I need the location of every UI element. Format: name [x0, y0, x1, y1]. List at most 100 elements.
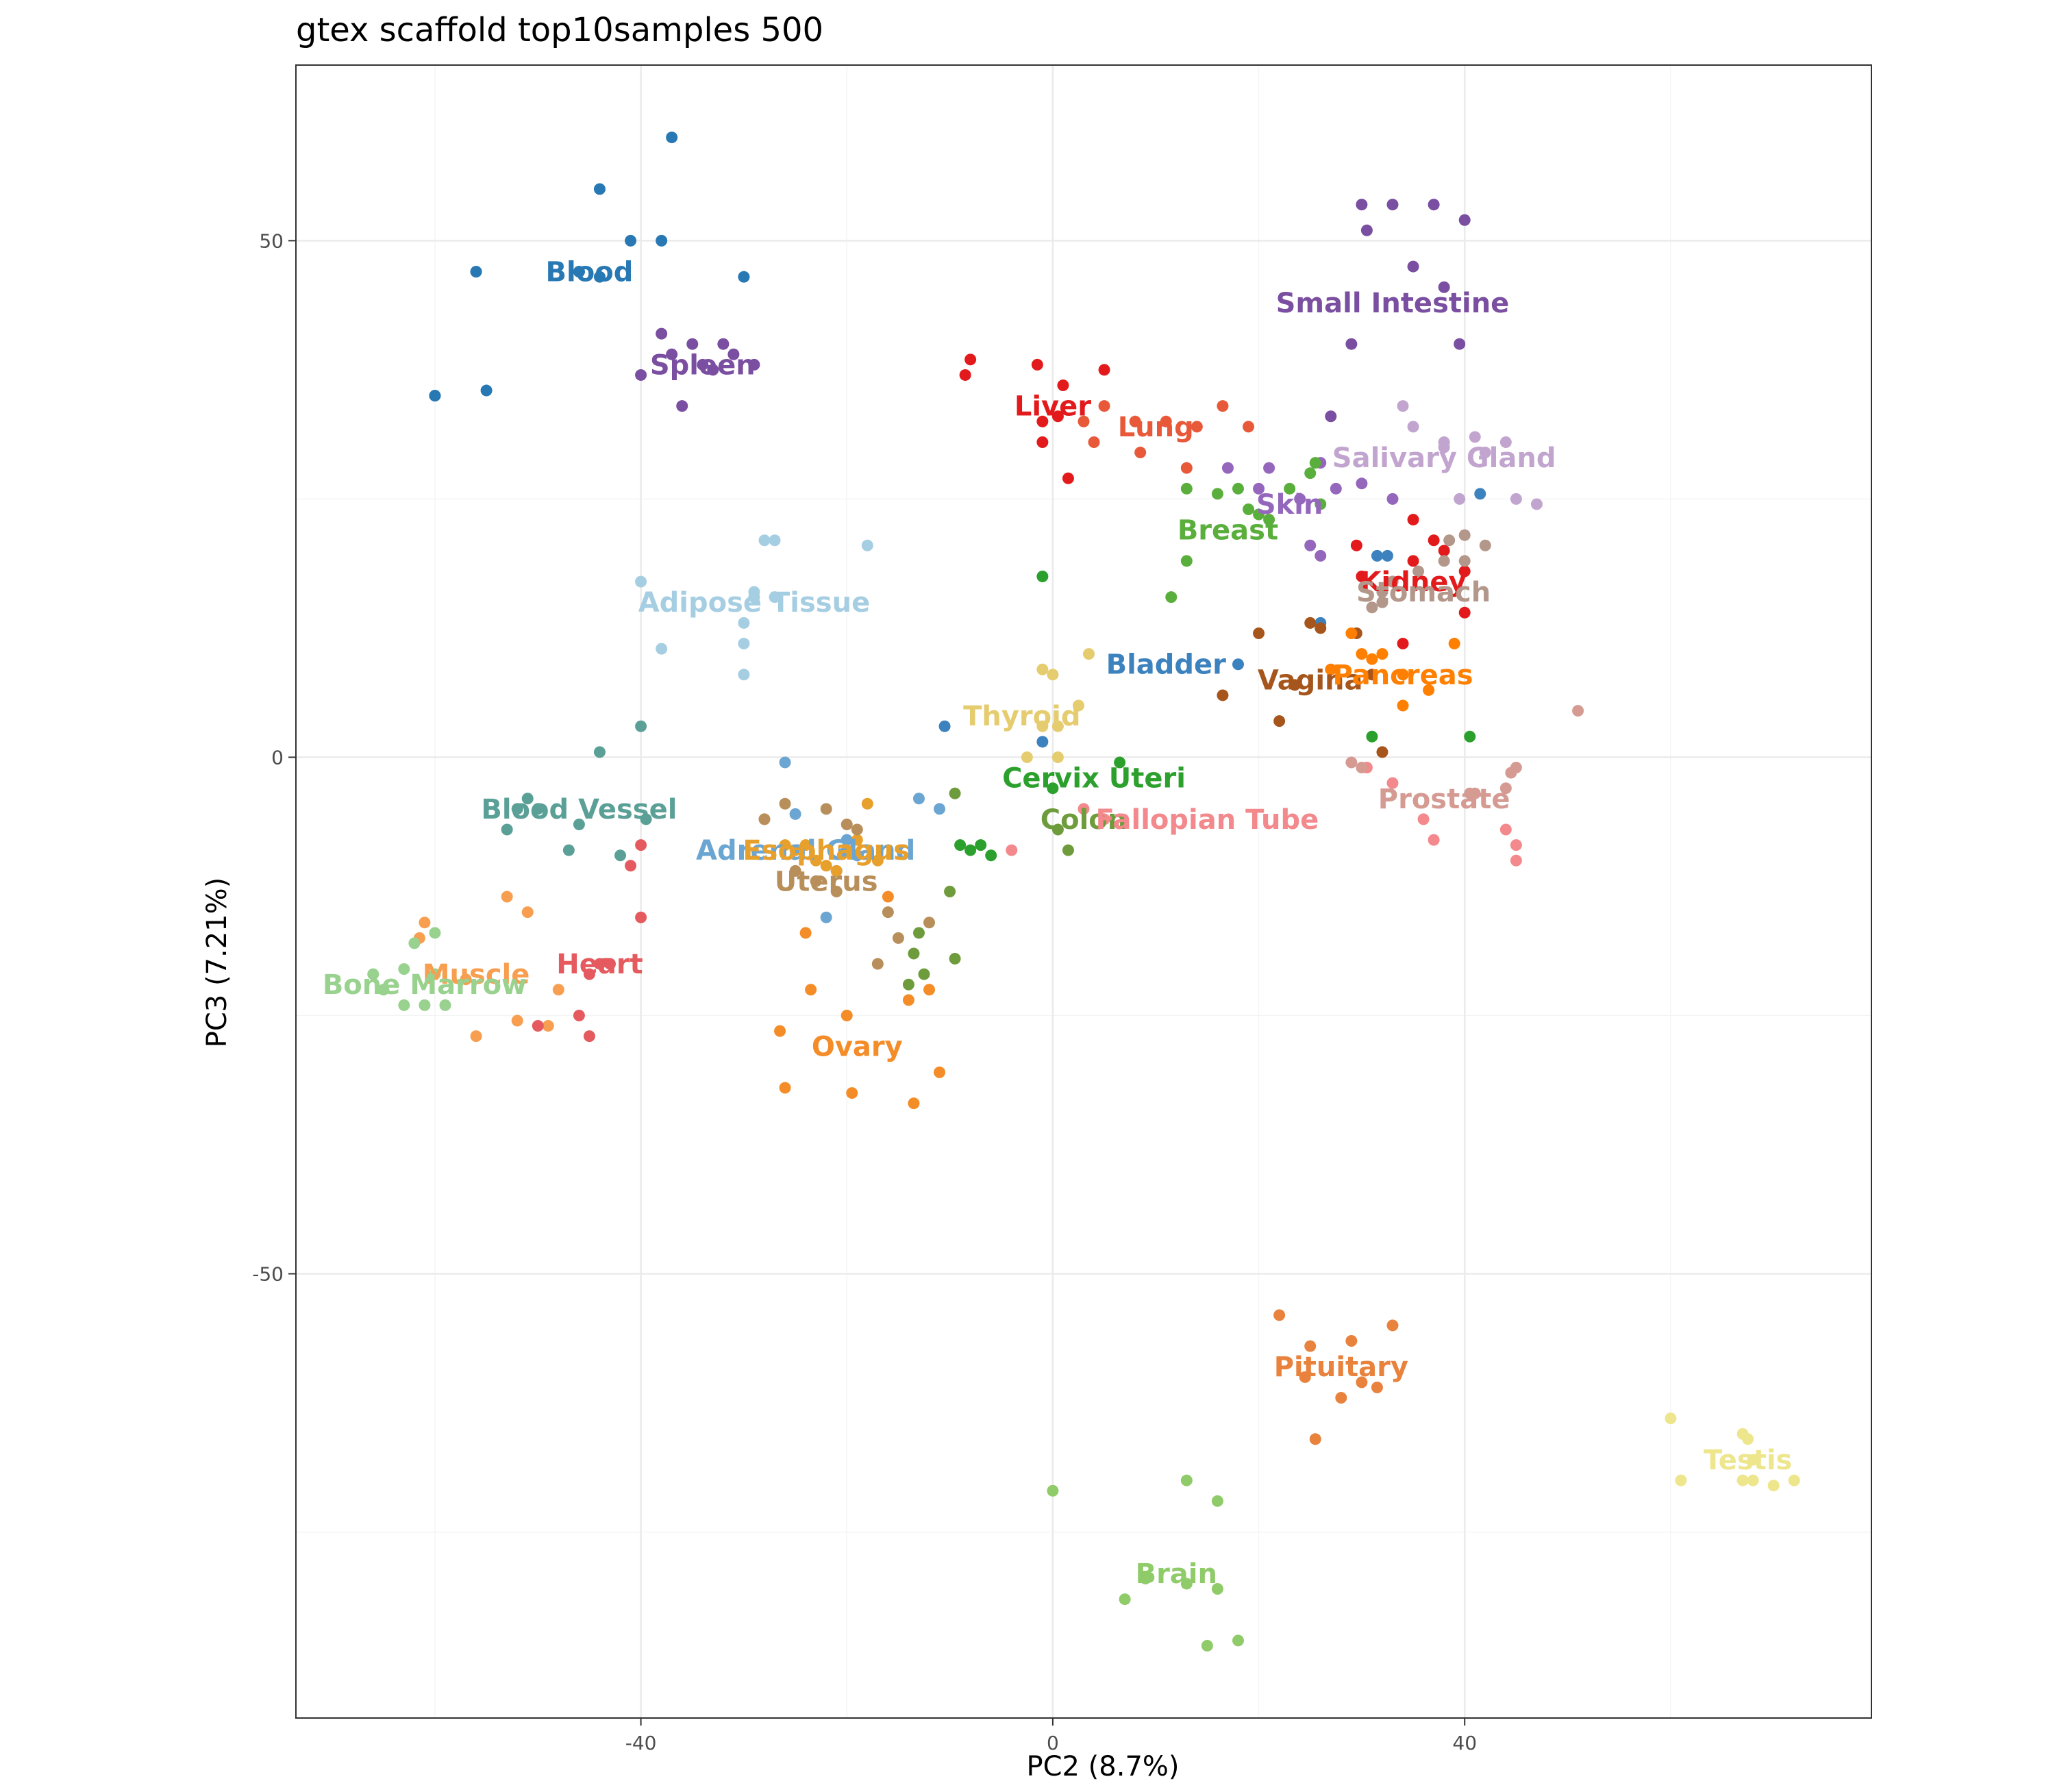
point-esophagus [810, 854, 822, 867]
point-pituitary [1386, 1319, 1399, 1332]
point-cervix-uteri [954, 839, 967, 851]
point-esophagus [779, 839, 791, 851]
point-spleen [686, 338, 699, 350]
point-testis [1747, 1454, 1759, 1466]
group-label-uterus: Uterus [775, 866, 878, 897]
point-testis [1665, 1413, 1677, 1425]
point-thyroid [1021, 751, 1033, 763]
point-muscle [460, 973, 472, 986]
x-tick-label: 0 [1047, 1732, 1059, 1754]
point-ovary [923, 984, 936, 996]
point-esophagus [830, 864, 843, 877]
point-breast [1315, 498, 1327, 510]
point-stomach [1386, 575, 1399, 588]
point-adrenal-gland [934, 803, 946, 815]
point-pancreas [1448, 638, 1460, 650]
point-uterus [758, 813, 771, 825]
point-pituitary [1299, 1371, 1311, 1383]
point-adipose-tissue [635, 575, 647, 588]
point-kidney [1350, 539, 1362, 551]
point-salivary-gland [1530, 498, 1543, 510]
point-thyroid [1036, 663, 1049, 675]
point-cervix-uteri [964, 844, 977, 856]
point-small-intestine [1407, 260, 1419, 273]
point-breast [1232, 482, 1244, 495]
group-label-pituitary: Pituitary [1274, 1352, 1408, 1383]
point-blood [738, 271, 750, 283]
point-stomach [1443, 534, 1456, 547]
group-label-bladder: Bladder [1106, 649, 1227, 681]
point-fallopian-tube [1098, 813, 1110, 825]
point-skin [1253, 482, 1265, 495]
group-label-pancreas: Pancreas [1332, 660, 1473, 691]
point-blood [656, 234, 668, 247]
group-label-cervix-uteri: Cervix Uteri [1002, 763, 1186, 795]
point-breast [1211, 488, 1223, 500]
point-bone-marrow [398, 999, 410, 1011]
point-thyroid [1051, 720, 1064, 732]
point-prostate [1499, 782, 1512, 795]
point-heart [635, 911, 647, 923]
point-breast [1165, 591, 1178, 603]
point-salivary-gland [1499, 436, 1512, 448]
point-pancreas [1345, 627, 1358, 639]
point-small-intestine [1325, 410, 1337, 423]
point-muscle [501, 891, 513, 903]
group-label-fallopian-tube: Fallopian Tube [1096, 804, 1319, 836]
point-testis [1767, 1480, 1780, 1492]
point-liver [1062, 472, 1074, 484]
point-breast [1263, 514, 1275, 526]
point-stomach [1376, 586, 1388, 598]
point-salivary-gland [1479, 447, 1491, 459]
point-kidney [1458, 565, 1471, 577]
point-uterus [851, 823, 863, 836]
point-heart [603, 958, 616, 970]
point-kidney [1397, 638, 1409, 650]
point-fallopian-tube [1510, 854, 1522, 867]
point-spleen [656, 327, 668, 340]
point-brain [1180, 1578, 1193, 1590]
point-skin [1315, 549, 1327, 562]
group-label-vagina: Vagina [1258, 664, 1363, 696]
point-colon [949, 787, 961, 799]
group-label-bone-marrow: Bone Marrow [323, 969, 527, 1001]
group-label-adipose-tissue: Adipose Tissue [638, 587, 871, 619]
plot-panel-border [295, 64, 1872, 1719]
point-pituitary [1335, 1391, 1347, 1404]
point-colon [902, 978, 914, 991]
point-muscle [470, 1030, 482, 1043]
point-uterus [779, 797, 791, 810]
point-adipose-tissue [748, 591, 760, 603]
point-bone-marrow [419, 999, 431, 1011]
group-label-blood-vessel: Blood Vessel [481, 794, 677, 825]
point-pituitary [1345, 1335, 1358, 1347]
point-cervix-uteri [1114, 756, 1126, 769]
point-vagina [1273, 715, 1286, 727]
x-tick-label: -40 [625, 1732, 657, 1754]
point-pituitary [1371, 1381, 1383, 1393]
point-adipose-tissue [769, 534, 781, 547]
point-uterus [830, 886, 843, 897]
y-axis-title: PC3 (7.21%) [201, 878, 233, 1048]
y-tick-label: 50 [259, 229, 284, 252]
point-ovary [799, 927, 812, 939]
point-liver [959, 369, 971, 381]
point-kidney [1438, 545, 1450, 557]
point-colon [944, 886, 956, 897]
point-heart [593, 958, 606, 970]
point-blood-vessel [501, 823, 513, 836]
point-fallopian-tube [1386, 777, 1399, 789]
point-ovary [934, 1066, 946, 1078]
point-esophagus [851, 834, 863, 846]
point-blood [429, 390, 441, 402]
point-spleen [748, 358, 760, 371]
point-spleen [635, 369, 647, 381]
point-pancreas [1366, 653, 1378, 665]
point-bladder [1474, 488, 1486, 500]
point-cervix-uteri [985, 849, 997, 862]
point-pituitary [1309, 1433, 1321, 1445]
point-adipose-tissue [758, 534, 771, 547]
point-uterus [892, 932, 904, 944]
point-esophagus [871, 854, 884, 867]
